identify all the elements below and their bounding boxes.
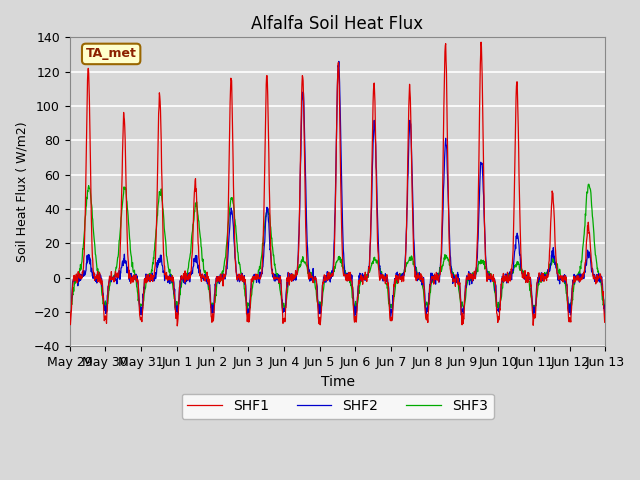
SHF2 (530, 314, 538, 320)
SHF3 (637, 274, 640, 280)
SHF3 (315, 307, 323, 313)
SHF1 (341, 271, 349, 277)
Line: SHF1: SHF1 (70, 42, 640, 326)
SHF3 (491, 288, 499, 293)
Y-axis label: Soil Heat Flux ( W/m2): Soil Heat Flux ( W/m2) (15, 121, 28, 262)
SHF3 (574, 273, 582, 279)
SHF1 (491, 279, 499, 285)
SHF2 (491, 276, 499, 282)
SHF2 (575, 271, 582, 277)
SHF3 (630, 269, 638, 275)
SHF2 (155, 255, 163, 261)
SHF2 (630, 276, 638, 282)
Line: SHF3: SHF3 (70, 182, 640, 310)
SHF3 (341, 269, 349, 275)
SHF2 (335, 59, 342, 64)
SHF1 (155, 105, 163, 110)
SHF1 (575, 273, 582, 279)
SHF1 (173, 323, 181, 329)
SHF2 (341, 271, 349, 276)
Title: Alfalfa Soil Heat Flux: Alfalfa Soil Heat Flux (252, 15, 424, 33)
SHF3 (330, 269, 338, 275)
Legend: SHF1, SHF2, SHF3: SHF1, SHF2, SHF3 (182, 394, 493, 419)
SHF2 (66, 299, 74, 304)
SHF2 (330, 255, 337, 261)
Text: TA_met: TA_met (86, 48, 136, 60)
SHF1 (630, 278, 638, 284)
X-axis label: Time: Time (321, 375, 355, 389)
SHF1 (66, 308, 74, 314)
SHF3 (155, 193, 163, 199)
SHF1 (330, 255, 338, 261)
SHF1 (477, 39, 485, 45)
SHF1 (637, 271, 640, 277)
SHF3 (621, 180, 628, 185)
SHF2 (637, 274, 640, 279)
SHF3 (66, 299, 74, 304)
Line: SHF2: SHF2 (70, 61, 640, 317)
